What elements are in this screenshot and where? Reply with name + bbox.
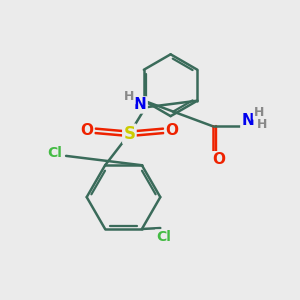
Text: N: N xyxy=(134,98,147,112)
Text: O: O xyxy=(166,123,178,138)
Text: O: O xyxy=(80,123,93,138)
Text: Cl: Cl xyxy=(47,146,62,160)
Text: H: H xyxy=(257,118,268,131)
Text: H: H xyxy=(254,106,264,119)
Text: Cl: Cl xyxy=(156,230,171,244)
Text: S: S xyxy=(123,125,135,143)
Text: O: O xyxy=(213,152,226,167)
Text: N: N xyxy=(242,113,254,128)
Text: H: H xyxy=(124,91,135,103)
